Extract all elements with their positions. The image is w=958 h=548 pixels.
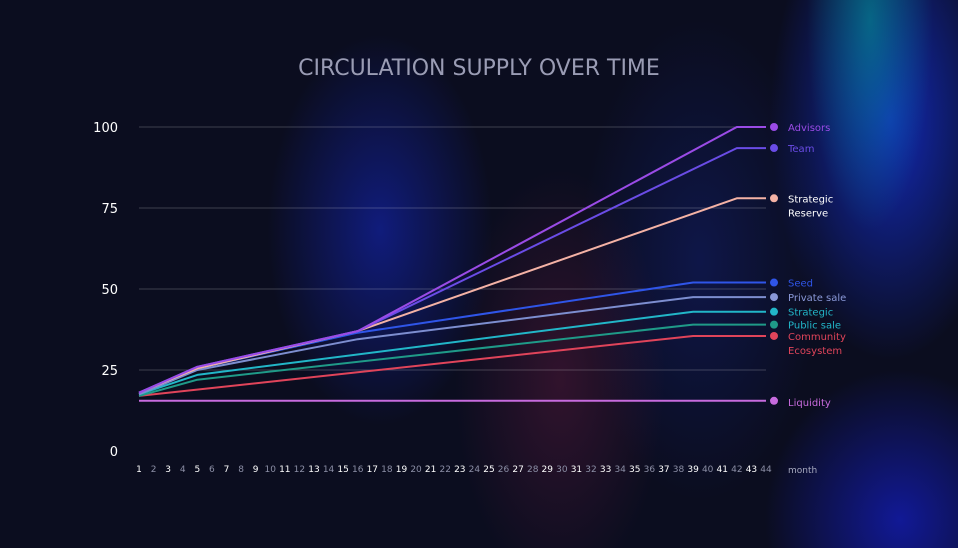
x-tick-label: 15 xyxy=(337,465,348,475)
x-tick-label: 21 xyxy=(425,465,436,475)
x-tick-label: 13 xyxy=(308,465,319,475)
x-tick-label: 44 xyxy=(760,465,772,475)
x-tick-label: 22 xyxy=(439,465,450,475)
x-tick-label: 41 xyxy=(717,465,728,475)
y-tick-label: 0 xyxy=(110,445,118,460)
x-tick-label: 32 xyxy=(585,465,596,475)
x-tick-label: 31 xyxy=(571,465,582,475)
legend-marker xyxy=(770,320,778,329)
x-axis-label: month xyxy=(788,466,817,476)
x-tick-label: 33 xyxy=(600,465,611,475)
legend-label: Community xyxy=(788,332,846,343)
y-tick-label: 25 xyxy=(101,364,118,379)
series-line-private-sale xyxy=(138,296,766,396)
legend-label: Seed xyxy=(788,279,813,290)
x-tick-label: 9 xyxy=(253,465,259,475)
legend-label: Ecosystem xyxy=(788,346,842,357)
series-line-community-ecosystem xyxy=(138,335,766,397)
x-tick-label: 28 xyxy=(527,465,539,475)
x-tick-label: 26 xyxy=(498,465,510,475)
series-line-strategic xyxy=(138,310,766,396)
x-tick-label: 43 xyxy=(746,465,757,475)
legend-label: Strategic xyxy=(788,308,833,319)
x-tick-label: 2 xyxy=(151,465,157,475)
x-tick-label: 8 xyxy=(238,465,244,475)
legend-label: Strategic xyxy=(788,194,833,205)
legend-marker xyxy=(770,278,778,287)
x-tick-label: 23 xyxy=(454,465,465,475)
legend-label: Advisors xyxy=(788,123,830,134)
x-tick-label: 18 xyxy=(381,465,393,475)
x-tick-label: 7 xyxy=(224,465,230,475)
x-tick-label: 24 xyxy=(469,465,481,475)
legend-marker xyxy=(770,331,778,340)
x-tick-label: 5 xyxy=(194,465,200,475)
x-tick-label: 17 xyxy=(367,465,378,475)
y-tick-label: 100 xyxy=(93,121,118,136)
x-tick-label: 6 xyxy=(209,465,215,475)
x-tick-label: 10 xyxy=(265,465,277,475)
y-tick-label: 50 xyxy=(101,283,118,298)
x-tick-label: 11 xyxy=(279,465,290,475)
y-tick-label: 75 xyxy=(101,202,118,217)
x-tick-label: 37 xyxy=(658,465,669,475)
x-tick-label: 12 xyxy=(294,465,305,475)
legend-marker xyxy=(770,194,778,203)
legend-label: Private sale xyxy=(788,293,846,304)
legend-label: Liquidity xyxy=(788,398,831,409)
series-line-public-sale xyxy=(138,323,766,397)
series-line-advisors xyxy=(138,126,766,394)
chart-title: CIRCULATION SUPPLY OVER TIME xyxy=(298,56,660,81)
x-tick-label: 40 xyxy=(702,465,714,475)
x-tick-label: 19 xyxy=(396,465,408,475)
legend-marker xyxy=(770,123,778,131)
series-line-team xyxy=(138,147,766,394)
x-tick-label: 4 xyxy=(180,465,186,475)
legend-label: Public sale xyxy=(788,321,841,332)
x-tick-label: 35 xyxy=(629,465,640,475)
x-tick-label: 38 xyxy=(673,465,685,475)
x-tick-label: 34 xyxy=(614,465,626,475)
legend-marker xyxy=(770,396,778,405)
x-tick-label: 36 xyxy=(644,465,656,475)
x-tick-label: 16 xyxy=(352,465,364,475)
x-tick-label: 39 xyxy=(687,465,699,475)
x-tick-label: 30 xyxy=(556,465,568,475)
x-tick-label: 3 xyxy=(165,465,171,475)
x-tick-label: 25 xyxy=(483,465,494,475)
legend-marker xyxy=(770,307,778,316)
legend-marker xyxy=(770,144,778,153)
legend-marker xyxy=(770,293,778,302)
x-tick-label: 42 xyxy=(731,465,742,475)
x-tick-label: 20 xyxy=(410,465,422,475)
x-tick-label: 29 xyxy=(542,465,554,475)
x-tick-label: 27 xyxy=(512,465,523,475)
legend-label: Team xyxy=(787,144,814,155)
x-tick-label: 1 xyxy=(136,465,142,475)
x-tick-label: 14 xyxy=(323,465,335,475)
legend-label: Reserve xyxy=(788,208,828,219)
